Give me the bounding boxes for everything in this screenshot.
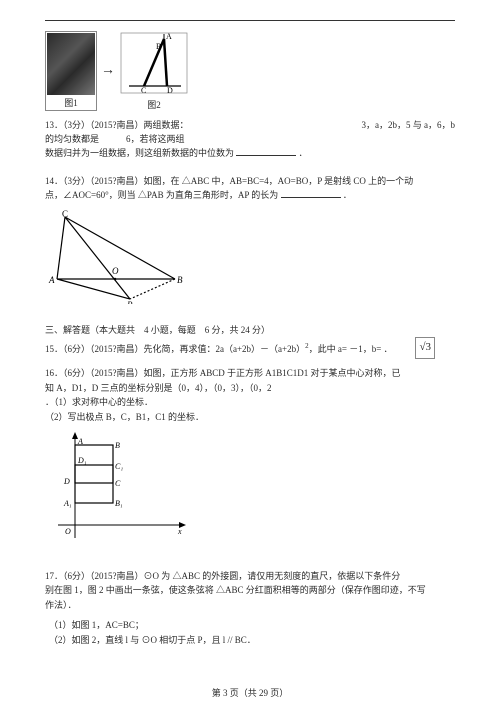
pt-O: O [112,266,119,276]
q16-l1: 16．（6分）（2015?南昌）如图，正方形 ABCD 于正方形 A1B1C1D… [45,368,401,378]
pt-x: x [177,527,182,536]
page-footer: 第 3 页（共 29 页） [0,686,500,699]
top-rule [45,20,455,21]
question-16: 16．（6分）（2015?南昌）如图，正方形 ABCD 于正方形 A1B1C1D… [45,366,455,424]
pt-B: B [115,441,120,450]
pt-C: C [141,86,146,95]
pt-P: P [126,300,133,304]
pt-D: D [63,477,70,486]
figure-2: A B C D 图2 [119,31,189,111]
q13-text-3: 数据归并为一组数据，则这组新数据的中位数为 [45,148,234,158]
q17-sub2: （2）如图 2，直线 l 与 ⊙O 相切于点 P，且 l // BC． [49,633,455,647]
question-14: 14．（3分）（2015?南昌）如图，在 △ABC 中，AB=BC=4，AO=B… [45,175,455,203]
q13-blank [236,146,296,156]
q16-l4: （2）写出极点 B，C，B1，C1 的坐标． [45,412,204,422]
q14-blank [281,188,341,198]
q14-line1: 14．（3分）（2015?南昌）如图，在 △ABC 中，AB=BC=4，AO=B… [45,176,413,186]
figure-16-svg: A B D₁ C₁ D C A₁ B₁ O x [53,430,193,545]
q13-end: ． [299,148,308,158]
pt-D: D [167,86,173,95]
figure-16: A B D₁ C₁ D C A₁ B₁ O x [53,430,455,547]
figure-14: C A B O P [45,209,455,306]
figure-1-2-block: 图1 → A B C D 图2 [45,31,455,111]
figure-14-svg: C A B O P [45,209,195,304]
pt-B: B [177,275,183,285]
figure-1: 图1 [45,31,97,111]
question-17: 17．（6分）（2015?南昌）⊙O 为 △ABC 的外接圆，请仅用无刻度的直尺… [45,569,455,612]
q13-text-2: 的均匀数都是 [45,134,99,144]
pt-C: C [62,209,68,219]
figure-1-label: 图1 [64,96,78,109]
q15-text: 15．（6分）（2015?南昌）先化简，再求值：2a（a+2b）－（a+2b） [45,344,305,354]
pt-B1: B₁ [115,499,123,508]
arrow-icon: → [101,63,115,79]
pt-O: O [65,527,71,536]
q15-tail: ，此中 a= －1，b= [309,344,382,354]
q17-l2: 别在图 1，图 2 中画出一条弦，使这条弦将 △ABC 分红面积相等的两部分（保… [45,585,426,595]
question-13: 13．（3分）（2015?南昌）两组数据： 3，a，2b，5 与 a，6，b 的… [45,119,455,161]
pt-A1: A₁ [63,499,72,508]
sqrt-icon: √3 [415,337,435,359]
section-3-title: 三、解答题（本大题共 4 小题，每题 6 分，共 24 分） [45,324,455,338]
q17-sub1: （1）如图 1，AC=BC； [49,618,455,632]
pt-C: C [115,479,121,488]
q16-l3: ．（1）求对称中心的坐标． [45,397,153,407]
pt-A: A [166,32,172,41]
figure-2-svg: A B C D [119,31,189,97]
q13-text-right: 3，a，2b，5 与 a，6，b [362,119,456,133]
figure-1-image [47,33,95,95]
pt-A: A [77,437,83,446]
q13-text-2b: 6，若将这两组 [126,134,185,144]
pt-A: A [48,275,55,285]
pt-B: B [156,42,161,51]
q15-end: ． [384,344,393,354]
q13-text-1: 13．（3分）（2015?南昌）两组数据： [45,120,189,130]
question-15: 15．（6分）（2015?南昌）先化简，再求值：2a（a+2b）－（a+2b）2… [45,341,455,356]
q14-end: ． [343,190,352,200]
q17-l3: 作法）． [45,600,77,610]
q14-line2: 点，∠AOC=60°，则当 △PAB 为直角三角形时，AP 的长为 [45,190,278,200]
pt-C1: C₁ [115,462,123,471]
q16-l2: 知 A，D1，D 三点的坐标分别是（0，4），（0，3），（0，2 [45,383,272,393]
pt-D1: D₁ [77,456,87,465]
q17-l1: 17．（6分）（2015?南昌）⊙O 为 △ABC 的外接圆，请仅用无刻度的直尺… [45,571,400,581]
figure-2-label: 图2 [147,98,161,111]
